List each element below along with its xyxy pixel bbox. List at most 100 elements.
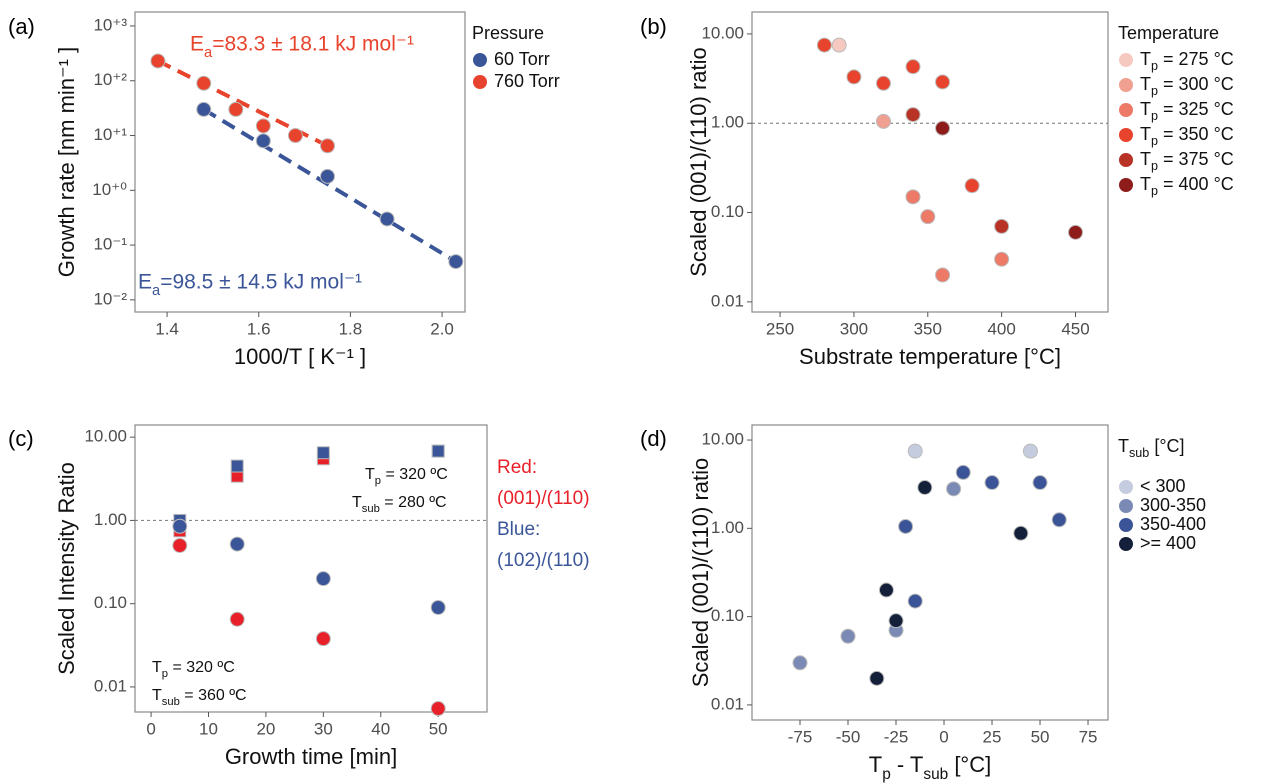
x-tick-label: 10 [199, 719, 218, 738]
x-tick-label: 450 [1061, 319, 1089, 338]
point [1051, 512, 1067, 528]
point [907, 443, 923, 459]
y-tick-label: 10.00 [701, 430, 744, 449]
legend-swatch [1119, 78, 1133, 92]
point [905, 107, 921, 123]
x-tick-label: 0 [146, 719, 155, 738]
legend-title: Tsub [°C] [1118, 436, 1185, 461]
legend-swatch [1119, 537, 1133, 551]
x-tick-label: 0 [939, 727, 948, 746]
y-axis-label: Scaled Intensity Ratio [54, 462, 79, 675]
y-tick-label: 0.10 [711, 202, 744, 221]
point [431, 444, 445, 458]
x-axis-label: Substrate temperature [°C] [799, 344, 1061, 369]
point [846, 69, 862, 85]
point [816, 37, 832, 53]
point [955, 464, 971, 480]
point [840, 628, 856, 644]
x-tick-label: 300 [840, 319, 868, 338]
panel-label: (c) [8, 426, 34, 451]
x-tick-label: 50 [429, 719, 448, 738]
point [994, 218, 1010, 234]
x-tick-label: 1.8 [339, 319, 363, 338]
point [964, 178, 980, 194]
point [888, 613, 904, 629]
point [430, 599, 446, 615]
y-tick-label: 0.10 [94, 593, 127, 612]
legend-swatch [1119, 518, 1133, 532]
y-axis-label: Scaled (001)/(110) ratio [686, 47, 711, 277]
point [935, 74, 951, 90]
legend-swatch [1119, 499, 1133, 513]
point [255, 118, 271, 134]
y-tick-label: 1.00 [94, 510, 127, 529]
x-tick-label: 40 [371, 719, 390, 738]
legend-swatch [1119, 153, 1133, 167]
x-tick-label: 50 [1031, 727, 1050, 746]
legend-label: < 300 [1140, 476, 1186, 496]
point [230, 459, 244, 473]
y-tick-label: 1.00 [711, 518, 744, 537]
legend-swatch [1119, 128, 1133, 142]
legend-label: Tp = 275 °C [1140, 49, 1234, 74]
x-tick-label: 250 [766, 319, 794, 338]
legend-swatch [473, 75, 487, 89]
point [229, 611, 245, 627]
legend-title: Pressure [472, 23, 544, 43]
point [287, 128, 303, 144]
plot-frame [134, 424, 488, 713]
y-axis-label: Scaled (001)/(110) ratio [688, 458, 713, 688]
legend-label: Tp = 350 °C [1140, 124, 1234, 149]
plot-frame [134, 11, 466, 313]
point [1022, 443, 1038, 459]
legend-swatch [1119, 178, 1133, 192]
point [228, 101, 244, 117]
legend-swatch [1119, 103, 1133, 117]
point [869, 670, 885, 686]
plot-frame [751, 424, 1109, 721]
y-tick-label: 10⁻¹ [93, 235, 127, 254]
legend-label: 760 Torr [494, 71, 560, 91]
y-tick-label: 10⁺¹ [93, 125, 127, 144]
point [907, 593, 923, 609]
point [917, 480, 933, 496]
point [935, 267, 951, 283]
legend-label: 350-400 [1140, 514, 1206, 534]
y-tick-label: 0.01 [94, 676, 127, 695]
x-tick-label: -75 [788, 727, 813, 746]
point [315, 571, 331, 587]
y-tick-label: 10.00 [84, 427, 127, 446]
point [905, 189, 921, 205]
x-tick-label: 400 [987, 319, 1015, 338]
legend-text: Blue: [497, 519, 540, 540]
legend-label: 300-350 [1140, 495, 1206, 515]
point [984, 475, 1000, 491]
x-tick-label: 25 [983, 727, 1002, 746]
point [1032, 475, 1048, 491]
point [430, 701, 446, 717]
legend-label: Tp = 300 °C [1140, 74, 1234, 99]
legend-swatch [473, 53, 487, 67]
legend-label: Tp = 375 °C [1140, 149, 1234, 174]
legend-title: Temperature [1118, 23, 1219, 43]
point [255, 133, 271, 149]
x-axis-label: Tp - Tsub [°C] [869, 752, 991, 783]
point [935, 120, 951, 136]
x-tick-label: 20 [256, 719, 275, 738]
panel-label: (d) [640, 426, 667, 451]
point [875, 113, 891, 129]
point [920, 209, 936, 225]
point [905, 59, 921, 75]
x-tick-label: -50 [836, 727, 861, 746]
y-axis-label: Growth rate [nm min⁻¹ ] [54, 47, 79, 277]
point [196, 75, 212, 91]
y-tick-label: 10⁺⁰ [92, 180, 127, 199]
annotation: Tp = 320 ºC [152, 659, 235, 680]
x-tick-label: -25 [884, 727, 909, 746]
point [1068, 224, 1084, 240]
point [448, 254, 464, 270]
point [229, 536, 245, 552]
point [875, 75, 891, 91]
panel-label: (b) [640, 14, 667, 39]
